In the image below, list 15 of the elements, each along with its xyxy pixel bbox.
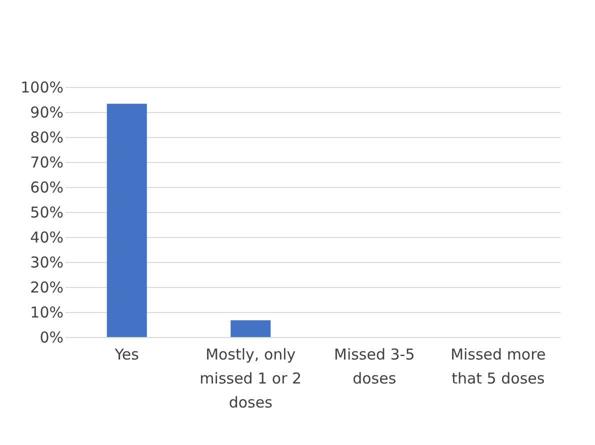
y-tick-label: 60% bbox=[30, 178, 64, 196]
y-tick-label: 100% bbox=[20, 78, 64, 96]
x-tick-label: Yes bbox=[114, 346, 140, 364]
y-tick-label: 40% bbox=[30, 228, 64, 246]
y-tick-label: 50% bbox=[30, 204, 64, 222]
x-tick-label: Missed 3-5 doses bbox=[334, 346, 415, 388]
y-tick-label: 10% bbox=[30, 304, 64, 322]
y-tick-label: 90% bbox=[30, 104, 64, 122]
x-tick-label: Mostly, only missed 1 or 2 doses bbox=[200, 346, 302, 412]
x-tick-label: Missed more that 5 doses bbox=[450, 346, 546, 388]
y-tick-label: 0% bbox=[40, 328, 64, 346]
y-tick-label: 80% bbox=[30, 128, 64, 146]
y-tick-label: 30% bbox=[30, 254, 64, 272]
y-tick-label: 20% bbox=[30, 278, 64, 296]
y-tick-label: 70% bbox=[30, 154, 64, 172]
